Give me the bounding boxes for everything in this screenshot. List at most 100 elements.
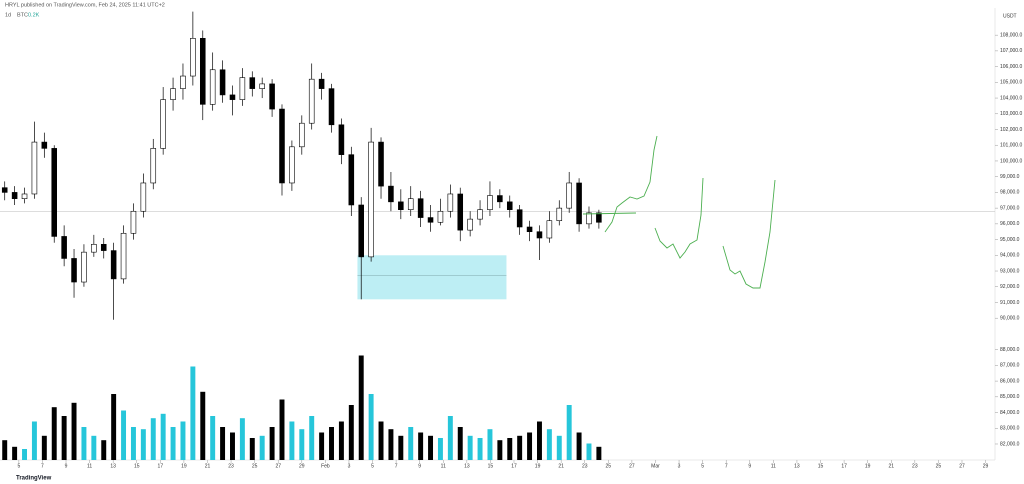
x-tick-label: 5	[701, 463, 704, 469]
y-tick-label: 82,000.0	[1000, 441, 1020, 447]
y-tick-label: 101,000.0	[1000, 143, 1022, 149]
y-tick-label: 91,000.0	[1000, 300, 1020, 306]
interval: 1d	[5, 12, 11, 18]
candle-body	[546, 220, 553, 239]
volume-bar	[507, 438, 513, 460]
volume-bar	[527, 432, 533, 460]
candle-body	[407, 198, 414, 210]
volume-bar	[517, 435, 523, 460]
volume-bar	[467, 435, 473, 460]
candle-body	[61, 236, 67, 259]
y-tick-label: 107,000.0	[1000, 48, 1022, 54]
candle-body	[437, 210, 444, 223]
volume-bar	[71, 402, 77, 460]
x-tick-label: 19	[535, 463, 541, 469]
x-tick-label: 11	[771, 463, 776, 469]
candle-body	[140, 182, 147, 212]
volume-bar	[447, 416, 453, 460]
x-tick-label: 23	[912, 463, 918, 469]
y-tick-label: 108,000.0	[1000, 32, 1022, 38]
candle-body	[506, 201, 513, 210]
volume-bar	[368, 394, 374, 460]
volume-bar	[230, 432, 235, 460]
publish-info: HRYL published on TradingView.com, Feb 2…	[5, 2, 165, 8]
candle-body	[497, 195, 503, 203]
demand-zone	[357, 255, 507, 300]
candle-body	[249, 77, 256, 89]
y-tick-label: 102,000.0	[1000, 127, 1022, 133]
volume-bar	[130, 427, 136, 460]
volume-bar	[358, 355, 364, 460]
y-tick-label: 106,000.0	[1000, 64, 1022, 70]
candle-body	[299, 122, 305, 148]
x-tick-label: 13	[464, 463, 470, 469]
x-tick-label: 7	[395, 463, 398, 469]
drawn-path	[604, 135, 658, 233]
x-tick-label: 19	[181, 463, 187, 469]
x-tick-label: 25	[606, 463, 612, 469]
volume-bar	[81, 427, 87, 460]
candle-body	[150, 148, 157, 184]
drawn-path	[654, 177, 704, 259]
x-tick-label: 7	[725, 463, 728, 469]
volume-bar	[428, 435, 434, 460]
candle-body	[1, 187, 8, 193]
x-tick-label: 25	[936, 463, 942, 469]
candle-body	[348, 154, 355, 206]
x-tick-label: 7	[41, 463, 44, 469]
candle-body	[81, 251, 87, 283]
volume-bar	[418, 432, 424, 460]
volume-bar	[150, 418, 156, 460]
x-tick-label: 9	[748, 463, 751, 469]
volume-bar	[190, 366, 196, 460]
y-tick-label: 85,000.0	[1000, 394, 1020, 400]
candle-body	[576, 182, 582, 225]
candle-body	[279, 108, 285, 184]
candle-body	[209, 69, 216, 105]
volume-bar	[269, 427, 275, 460]
candle-body	[31, 141, 38, 195]
y-tick-label: 103,000.0	[1000, 111, 1022, 117]
x-tick-label: 21	[558, 463, 564, 469]
x-tick-label: 13	[794, 463, 800, 469]
x-tick-label: 27	[959, 463, 965, 469]
x-tick-label: 11	[441, 463, 446, 469]
x-tick-label: 9	[65, 463, 68, 469]
volume-bar	[576, 432, 582, 460]
volume-bar	[408, 427, 414, 460]
plot-area: 108,000.0 107,000.0 106,000.0 105,000.0 104,…	[0, 11, 1022, 469]
volume-bar	[220, 427, 226, 460]
volume-bar	[41, 435, 47, 460]
x-tick-label: 17	[841, 463, 847, 469]
candle-body	[536, 231, 543, 239]
x-tick-label: 17	[158, 463, 164, 469]
x-tick-label: 29	[983, 463, 989, 469]
candle-body	[170, 88, 176, 100]
x-tick-label: 13	[110, 463, 116, 469]
volume-bar	[487, 429, 493, 460]
candle-body	[457, 193, 464, 231]
volume-bar	[279, 399, 285, 460]
y-tick-label: 100,000.0	[1000, 158, 1022, 164]
brand: TradingView	[16, 476, 52, 482]
x-tick-label: 21	[205, 463, 211, 469]
candle-body	[199, 38, 206, 105]
candle-body	[596, 212, 602, 223]
x-tick-label: 23	[582, 463, 588, 469]
x-tick-label: 19	[865, 463, 871, 469]
x-tick-label: 17	[511, 463, 517, 469]
candle-body	[417, 198, 424, 218]
volume-bar	[239, 418, 245, 460]
volume-bar	[140, 429, 146, 460]
x-tick-label: 23	[228, 463, 234, 469]
candle-body	[516, 209, 523, 228]
y-tick-label: 94,000.0	[1000, 253, 1020, 259]
y-tick-label: 104,000.0	[1000, 95, 1022, 101]
y-tick-label: 98,000.0	[1000, 190, 1020, 196]
volume-bar	[457, 427, 463, 460]
volume-bar	[31, 421, 37, 460]
drawn-line	[582, 212, 637, 215]
volume-bar	[180, 421, 186, 460]
y-tick-label: 90,000.0	[1000, 316, 1020, 322]
